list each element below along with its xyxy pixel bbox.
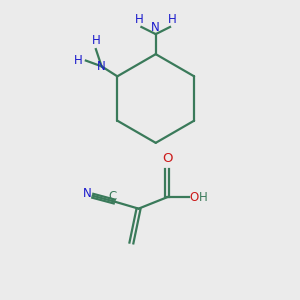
Text: N: N [97,60,106,73]
Text: H: H [74,54,83,67]
Text: N: N [83,187,92,200]
Text: H: H [92,34,100,47]
Text: C: C [109,190,117,203]
Text: H: H [168,13,177,26]
Text: H: H [199,191,207,204]
Text: O: O [162,152,172,165]
Text: O: O [190,191,199,204]
Text: H: H [135,13,143,26]
Text: N: N [151,21,160,34]
